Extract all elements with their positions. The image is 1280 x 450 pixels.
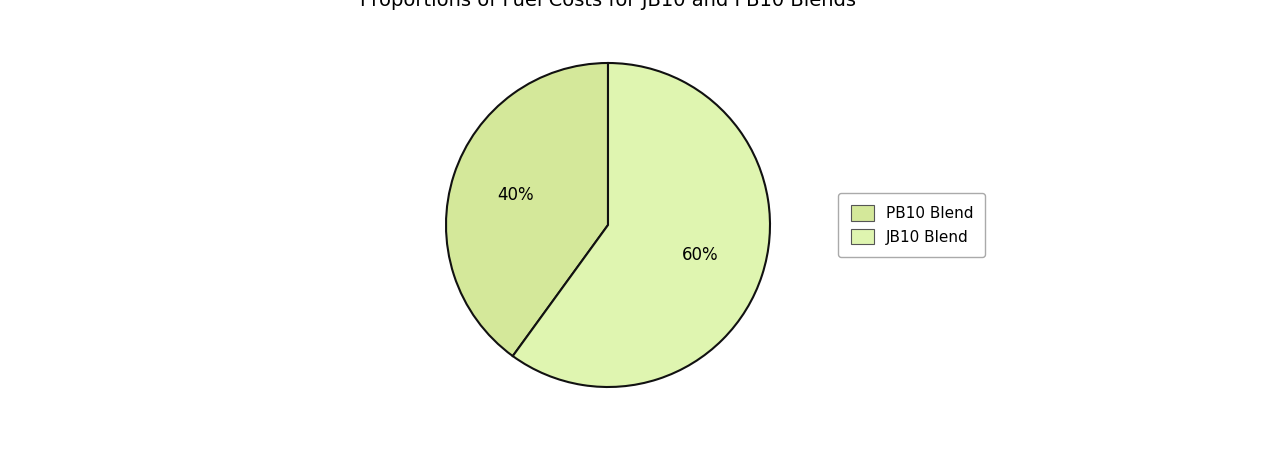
Title: Proportions of Fuel Costs for JB10 and PB10 Blends: Proportions of Fuel Costs for JB10 and P… [360, 0, 856, 10]
Wedge shape [445, 63, 608, 356]
Wedge shape [513, 63, 771, 387]
Legend: PB10 Blend, JB10 Blend: PB10 Blend, JB10 Blend [838, 193, 986, 257]
Text: 60%: 60% [682, 246, 719, 264]
Text: 40%: 40% [497, 186, 534, 204]
